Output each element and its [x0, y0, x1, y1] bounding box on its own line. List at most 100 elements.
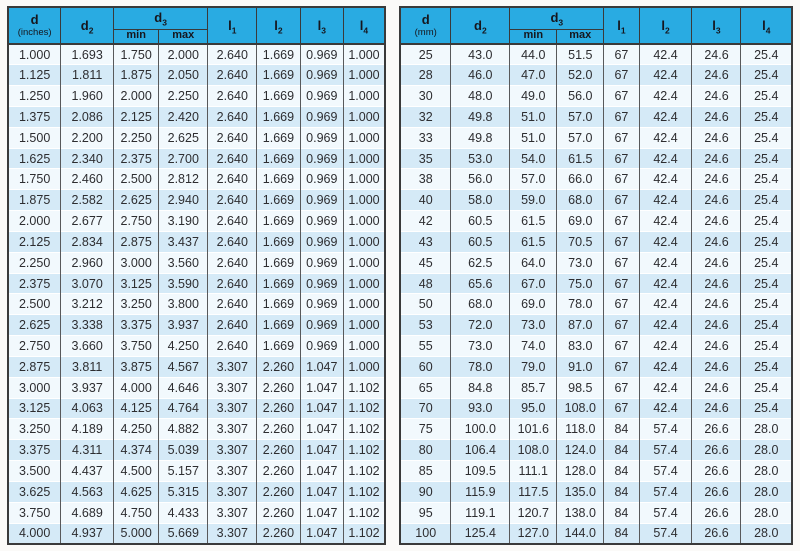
cell: 4.063	[60, 397, 115, 419]
cell: 57.4	[638, 522, 693, 544]
cell: 84	[603, 480, 640, 503]
cell: 84	[603, 501, 640, 524]
cell: 2.260	[256, 439, 301, 461]
cell: 4.250	[113, 418, 160, 440]
cell: 3.560	[158, 251, 209, 274]
col-header-d3-min: min	[509, 28, 558, 45]
cell: 28.0	[740, 439, 792, 461]
cell: 54.0	[509, 147, 558, 169]
cell: 2.375	[113, 147, 160, 169]
cell: 0.969	[299, 251, 344, 274]
cell: 2.750	[113, 210, 160, 232]
cell: 87.0	[556, 314, 605, 336]
cell: 80	[400, 439, 452, 461]
cell: 1.102	[342, 376, 385, 399]
cell: 4.937	[60, 522, 115, 544]
cell: 42.4	[638, 85, 693, 107]
cell: 2.640	[207, 85, 258, 107]
cell: 32	[400, 105, 452, 128]
cell: 2.200	[60, 126, 115, 149]
table-row: 2.750 3.660 3.750 4.250 2.640 1.669 0.969 1.000	[8, 335, 385, 357]
cell: 95.0	[509, 397, 558, 419]
cell: 2.640	[207, 64, 258, 86]
cell: 24.6	[691, 272, 742, 294]
cell: 1.102	[342, 439, 385, 461]
cell: 74.0	[509, 335, 558, 357]
cell: 0.969	[299, 85, 344, 107]
cell: 3.307	[207, 355, 258, 378]
cell: 2.875	[8, 355, 62, 378]
cell: 67	[603, 230, 640, 253]
cell: 59.0	[509, 189, 558, 211]
table-row: 1.875 2.582 2.625 2.940 2.640 1.669 0.969 1.000	[8, 189, 385, 211]
cell: 2.000	[8, 210, 62, 232]
cell: 68.0	[556, 189, 605, 211]
table-row: 55 73.0 74.0 83.0 67 42.4 24.6 25.4	[400, 335, 792, 357]
cell: 84	[603, 439, 640, 461]
cell: 51.0	[509, 126, 558, 149]
cell: 67	[603, 44, 640, 65]
cell: 3.000	[8, 376, 62, 399]
cell: 68.0	[450, 293, 511, 315]
cell: 2.260	[256, 501, 301, 524]
cell: 1.000	[342, 335, 385, 357]
cell: 42.4	[638, 105, 693, 128]
cell: 2.086	[60, 105, 115, 128]
cell: 57.4	[638, 480, 693, 503]
inches-dimension-table: d (inches) d2 d3 l1 l2 l3 l4 min max 1.00…	[7, 6, 386, 545]
table-row: 2.250 2.960 3.000 3.560 2.640 1.669 0.969 1.000	[8, 251, 385, 274]
table-row: 3.375 4.311 4.374 5.039 3.307 2.260 1.047 1.102	[8, 439, 385, 461]
cell: 47.0	[509, 64, 558, 86]
cell: 45	[400, 251, 452, 274]
table-row: 40 58.0 59.0 68.0 67 42.4 24.6 25.4	[400, 189, 792, 211]
table-row: 100 125.4 127.0 144.0 84 57.4 26.6 28.0	[400, 522, 792, 544]
cell: 66.0	[556, 168, 605, 190]
cell: 117.5	[509, 480, 558, 503]
cell: 5.315	[158, 480, 209, 503]
cell: 28.0	[740, 522, 792, 544]
cell: 3.875	[113, 355, 160, 378]
cell: 24.6	[691, 44, 742, 65]
cell: 26.6	[691, 418, 742, 440]
cell: 70.5	[556, 230, 605, 253]
cell: 1.669	[256, 64, 301, 86]
cell: 25.4	[740, 168, 792, 190]
cell: 61.5	[509, 230, 558, 253]
cell: 24.6	[691, 230, 742, 253]
cell: 25.4	[740, 210, 792, 232]
cell: 24.6	[691, 251, 742, 274]
cell: 3.125	[113, 272, 160, 294]
cell: 0.969	[299, 168, 344, 190]
table-row: 3.000 3.937 4.000 4.646 3.307 2.260 1.047 1.102	[8, 376, 385, 399]
cell: 60.5	[450, 210, 511, 232]
cell: 25.4	[740, 230, 792, 253]
table-row: 1.625 2.340 2.375 2.700 2.640 1.669 0.969 1.000	[8, 147, 385, 169]
col-header-d3-max: max	[556, 28, 605, 45]
cell: 51.5	[556, 44, 605, 65]
cell: 35	[400, 147, 452, 169]
table-row: 75 100.0 101.6 118.0 84 57.4 26.6 28.0	[400, 418, 792, 440]
cell: 1.047	[299, 376, 344, 399]
cell: 42.4	[638, 189, 693, 211]
cell: 25.4	[740, 355, 792, 378]
cell: 3.375	[8, 439, 62, 461]
cell: 52.0	[556, 64, 605, 86]
cell: 2.640	[207, 293, 258, 315]
table-row: 3.500 4.437 4.500 5.157 3.307 2.260 1.047 1.102	[8, 460, 385, 482]
cell: 78.0	[556, 293, 605, 315]
cell: 3.437	[158, 230, 209, 253]
cell: 2.960	[60, 251, 115, 274]
cell: 65.6	[450, 272, 511, 294]
cell: 93.0	[450, 397, 511, 419]
table-row: 1.375 2.086 2.125 2.420 2.640 1.669 0.969 1.000	[8, 105, 385, 128]
cell: 2.260	[256, 397, 301, 419]
cell: 3.800	[158, 293, 209, 315]
cell: 127.0	[509, 522, 558, 544]
cell: 73.0	[556, 251, 605, 274]
cell: 55	[400, 335, 452, 357]
cell: 25.4	[740, 335, 792, 357]
cell: 3.307	[207, 460, 258, 482]
cell: 1.047	[299, 460, 344, 482]
cell: 75	[400, 418, 452, 440]
cell: 24.6	[691, 168, 742, 190]
